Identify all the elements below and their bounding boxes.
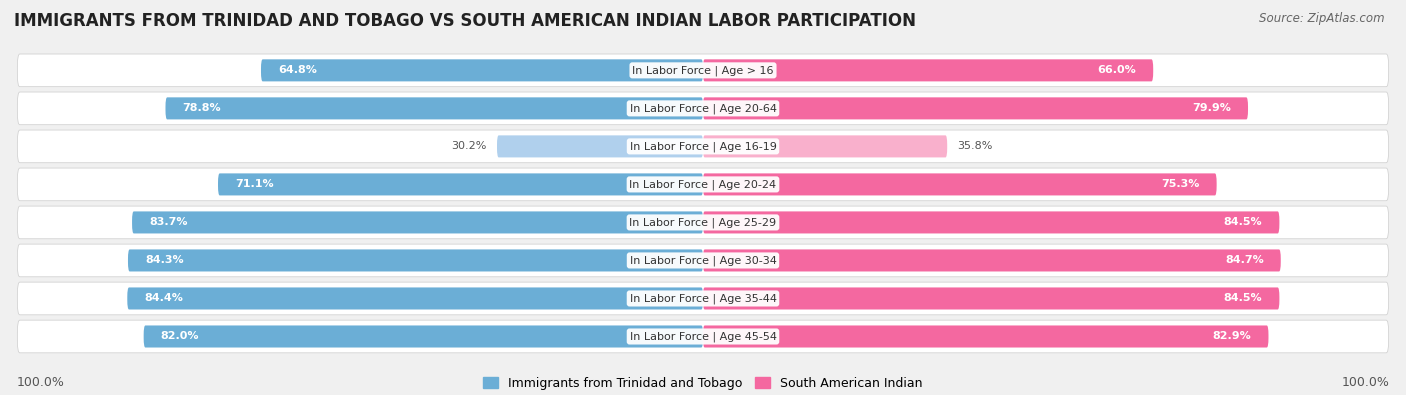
Text: In Labor Force | Age 35-44: In Labor Force | Age 35-44 [630, 293, 776, 304]
Text: In Labor Force | Age 45-54: In Labor Force | Age 45-54 [630, 331, 776, 342]
FancyBboxPatch shape [17, 168, 1389, 201]
Text: Source: ZipAtlas.com: Source: ZipAtlas.com [1260, 12, 1385, 25]
Text: In Labor Force | Age 25-29: In Labor Force | Age 25-29 [630, 217, 776, 228]
Text: 30.2%: 30.2% [451, 141, 486, 151]
FancyBboxPatch shape [166, 97, 703, 119]
FancyBboxPatch shape [17, 320, 1389, 353]
FancyBboxPatch shape [496, 135, 703, 158]
FancyBboxPatch shape [17, 244, 1389, 277]
Text: 78.8%: 78.8% [183, 103, 221, 113]
Text: 35.8%: 35.8% [957, 141, 993, 151]
FancyBboxPatch shape [218, 173, 703, 196]
Text: 83.7%: 83.7% [149, 217, 187, 228]
Text: 84.3%: 84.3% [145, 256, 184, 265]
Text: 84.4%: 84.4% [145, 293, 183, 303]
FancyBboxPatch shape [17, 130, 1389, 163]
FancyBboxPatch shape [703, 59, 1153, 81]
FancyBboxPatch shape [703, 211, 1279, 233]
Text: In Labor Force | Age 20-64: In Labor Force | Age 20-64 [630, 103, 776, 114]
Text: In Labor Force | Age 30-34: In Labor Force | Age 30-34 [630, 255, 776, 266]
FancyBboxPatch shape [128, 288, 703, 310]
Text: 71.1%: 71.1% [235, 179, 274, 190]
Text: In Labor Force | Age 16-19: In Labor Force | Age 16-19 [630, 141, 776, 152]
FancyBboxPatch shape [17, 92, 1389, 125]
FancyBboxPatch shape [17, 54, 1389, 87]
FancyBboxPatch shape [262, 59, 703, 81]
FancyBboxPatch shape [703, 288, 1279, 310]
Text: 75.3%: 75.3% [1161, 179, 1199, 190]
FancyBboxPatch shape [143, 325, 703, 348]
Text: 84.5%: 84.5% [1223, 217, 1263, 228]
Text: 64.8%: 64.8% [278, 65, 316, 75]
Text: 100.0%: 100.0% [17, 376, 65, 389]
Text: 84.7%: 84.7% [1225, 256, 1264, 265]
FancyBboxPatch shape [703, 325, 1268, 348]
Text: 79.9%: 79.9% [1192, 103, 1232, 113]
Legend: Immigrants from Trinidad and Tobago, South American Indian: Immigrants from Trinidad and Tobago, Sou… [478, 372, 928, 395]
Text: In Labor Force | Age 20-24: In Labor Force | Age 20-24 [630, 179, 776, 190]
Text: 82.9%: 82.9% [1212, 331, 1251, 342]
FancyBboxPatch shape [17, 206, 1389, 239]
Text: 84.5%: 84.5% [1223, 293, 1263, 303]
FancyBboxPatch shape [703, 135, 948, 158]
Text: 66.0%: 66.0% [1098, 65, 1136, 75]
FancyBboxPatch shape [132, 211, 703, 233]
FancyBboxPatch shape [703, 97, 1249, 119]
Text: In Labor Force | Age > 16: In Labor Force | Age > 16 [633, 65, 773, 75]
FancyBboxPatch shape [128, 249, 703, 271]
FancyBboxPatch shape [17, 282, 1389, 315]
FancyBboxPatch shape [703, 173, 1216, 196]
Text: 100.0%: 100.0% [1341, 376, 1389, 389]
Text: 82.0%: 82.0% [160, 331, 200, 342]
Text: IMMIGRANTS FROM TRINIDAD AND TOBAGO VS SOUTH AMERICAN INDIAN LABOR PARTICIPATION: IMMIGRANTS FROM TRINIDAD AND TOBAGO VS S… [14, 12, 917, 30]
FancyBboxPatch shape [703, 249, 1281, 271]
